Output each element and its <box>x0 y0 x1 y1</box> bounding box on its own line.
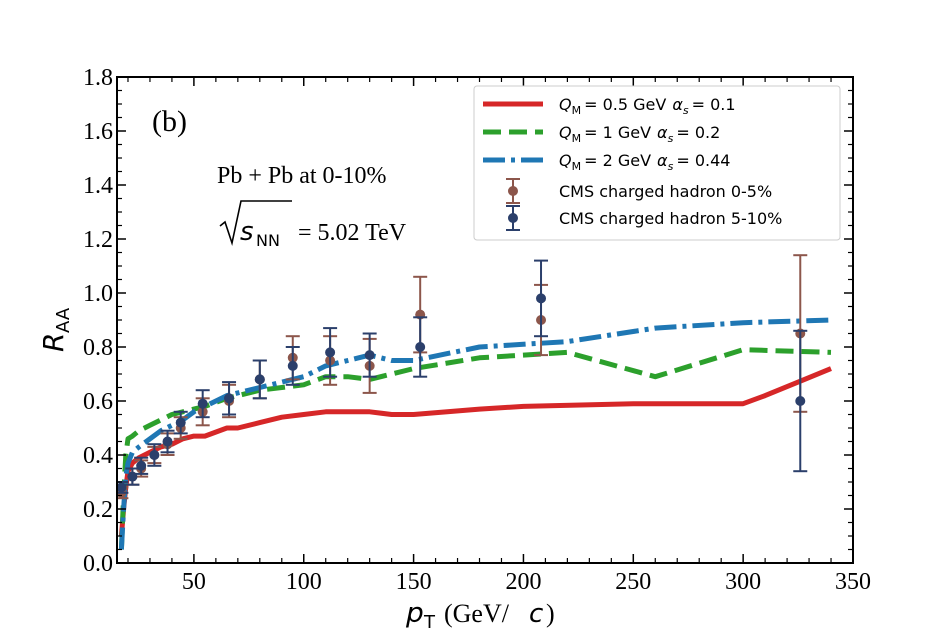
x-axis-unit-text: (GeV/ <box>444 599 510 628</box>
legend-text-cms-0-5: CMS charged hadron 0-5% <box>559 182 772 201</box>
x-tick-label: 200 <box>505 569 541 595</box>
data-point <box>325 347 336 358</box>
data-point <box>117 482 127 493</box>
legend-alpha-sub: s <box>668 132 674 145</box>
y-tick-label: 0.2 <box>83 497 113 523</box>
x-tick-label: 50 <box>182 569 206 595</box>
data-points-layer <box>117 254 808 500</box>
y-axis-label: R AA <box>37 307 74 352</box>
y-tick-label: 1.4 <box>83 173 113 199</box>
data-point <box>795 396 806 406</box>
legend-q-symbol: Q <box>559 123 572 142</box>
legend-q-sub: M <box>572 132 582 145</box>
x-tick-label: 250 <box>615 569 651 595</box>
data-point <box>536 293 547 304</box>
data-point <box>136 460 147 471</box>
y-tick-label: 1.2 <box>83 227 113 253</box>
y-tick-label: 1.8 <box>83 65 113 91</box>
legend-entry-cms-0-5: CMS charged hadron 0-5% <box>506 178 772 204</box>
x-axis-symbol: p <box>405 596 424 629</box>
energy-label: = 5.02 TeV <box>298 220 407 246</box>
y-tick-label: 0.4 <box>83 443 113 469</box>
energy-symbol: s <box>240 217 254 247</box>
x-tick-label: 150 <box>396 569 432 595</box>
data-point <box>197 398 208 409</box>
legend-marker-brown <box>508 186 518 196</box>
x-tick-label: 350 <box>835 569 871 595</box>
legend-q-sub: M <box>572 104 582 117</box>
y-axis-symbol: R <box>37 333 70 352</box>
data-point <box>162 436 173 447</box>
y-tick-label: 0.0 <box>83 551 113 577</box>
y-tick-label: 1.0 <box>83 281 113 307</box>
y-axis-subscript: AA <box>53 307 74 333</box>
legend-q-sub: M <box>572 160 582 173</box>
data-point <box>175 417 186 428</box>
data-point <box>364 350 375 361</box>
legend-text-green: QM = 1 GeV αs = 0.2 <box>559 123 720 145</box>
axis-ticks: 50 100 150 200 250 300 350 0.0 0.2 0.4 0.6 0.8 1.0 1.… <box>83 65 871 595</box>
legend-alpha-sub: s <box>683 104 689 117</box>
legend-text-red: QM = 0.5 GeV αs = 0.1 <box>559 95 736 117</box>
legend-alpha-sub: s <box>668 160 674 173</box>
legend-alpha-value: = 0.1 <box>692 95 736 114</box>
x-tick-label: 300 <box>725 569 761 595</box>
energy-annotation: s NN = 5.02 TeV <box>219 200 407 250</box>
legend-q-value: = 1 GeV <box>584 123 651 142</box>
legend-entry-cms-5-10: CMS charged hadron 5-10% <box>506 205 782 231</box>
data-point <box>287 360 298 371</box>
data-point <box>149 450 160 460</box>
sqrt-sign <box>219 200 292 247</box>
y-tick-label: 0.6 <box>83 389 113 415</box>
legend-alpha-value: = 0.2 <box>676 123 720 142</box>
legend-text-cms-5-10: CMS charged hadron 5-10% <box>559 209 782 228</box>
legend-box <box>473 85 841 241</box>
energy-subscript: NN <box>256 231 280 250</box>
series-line-2 <box>118 347 832 550</box>
system-label: Pb + Pb at 0-10% <box>217 163 387 189</box>
y-tick-label: 1.6 <box>83 119 113 145</box>
x-axis-close: ) <box>546 599 555 628</box>
legend-q-symbol: Q <box>559 95 572 114</box>
legend-q-value: = 0.5 GeV <box>584 95 666 114</box>
series-line-3 <box>118 317 832 550</box>
legend-marker-navy <box>508 213 518 223</box>
legend-entry-green: QM = 1 GeV αs = 0.2 <box>483 123 720 145</box>
legend-text-blue: QM = 2 GeV αs = 0.44 <box>559 151 730 173</box>
legend: QM = 0.5 GeV αs = 0.1 QM = 1 GeV αs = 0.2 QM = … <box>473 85 841 241</box>
legend-alpha-symbol: α <box>672 95 683 114</box>
data-point <box>415 342 426 352</box>
y-tick-label: 0.8 <box>83 335 113 361</box>
legend-alpha-symbol: α <box>657 151 668 170</box>
legend-alpha-symbol: α <box>657 123 668 142</box>
data-point <box>254 374 265 385</box>
legend-entry-red: QM = 0.5 GeV αs = 0.1 <box>483 95 736 117</box>
legend-alpha-value: = 0.44 <box>676 151 730 170</box>
x-axis-subscript: T <box>423 612 436 631</box>
series-layer <box>118 317 832 550</box>
panel-label: (b) <box>152 105 187 138</box>
legend-q-value: = 2 GeV <box>584 151 651 170</box>
data-point <box>224 393 235 404</box>
legend-entry-blue: QM = 2 GeV αs = 0.44 <box>483 151 730 173</box>
data-series-2 <box>117 259 808 494</box>
x-axis-label: p T (GeV/ c ) <box>405 596 555 631</box>
data-series-1 <box>117 254 808 500</box>
x-axis-unit-symbol: c <box>529 599 543 629</box>
x-tick-label: 100 <box>286 569 322 595</box>
legend-q-symbol: Q <box>559 151 572 170</box>
